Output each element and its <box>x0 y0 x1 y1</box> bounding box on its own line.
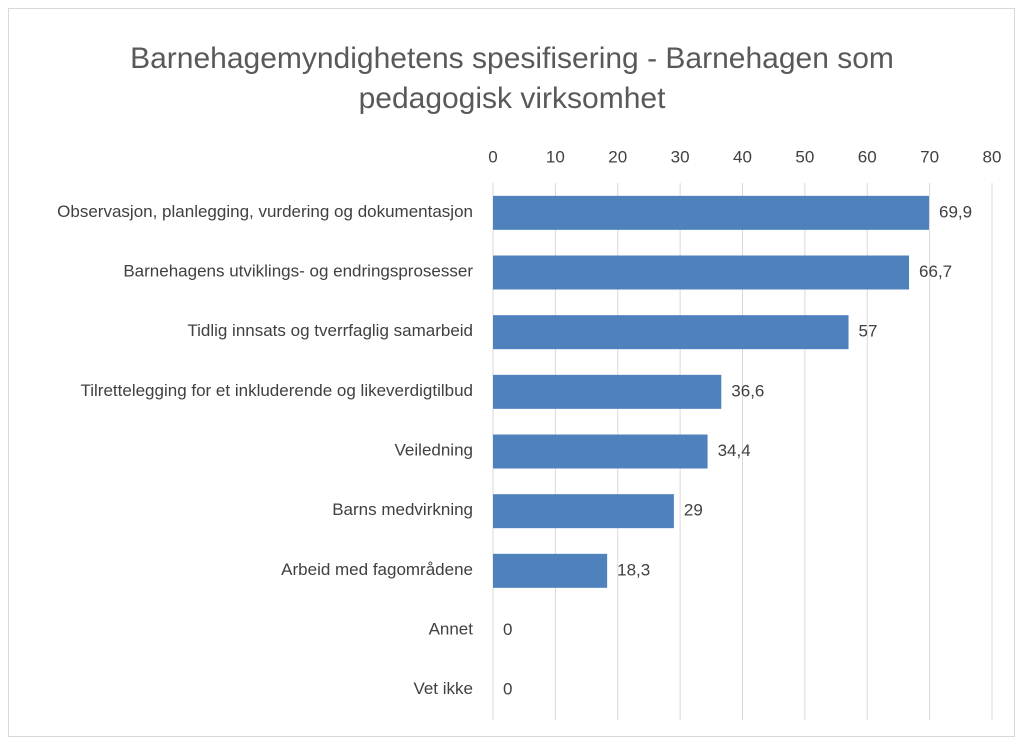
category-label: Tilrettelegging for et inkluderende og l… <box>81 381 474 400</box>
x-tick-label: 30 <box>671 147 690 166</box>
value-label: 18,3 <box>617 560 650 579</box>
category-label: Observasjon, planlegging, vurdering og d… <box>57 202 473 221</box>
value-label: 34,4 <box>718 441 751 460</box>
value-label: 36,6 <box>731 381 764 400</box>
category-label: Barnehagens utviklings- og endringsprose… <box>123 262 473 281</box>
x-tick-label: 70 <box>920 147 939 166</box>
value-label: 66,7 <box>919 262 952 281</box>
category-label: Barns medvirkning <box>332 501 473 520</box>
category-label: Vet ikke <box>413 680 473 699</box>
bar <box>493 434 708 469</box>
category-label: Veiledning <box>395 441 473 460</box>
bar <box>493 494 674 529</box>
x-tick-label: 20 <box>608 147 627 166</box>
bar <box>493 195 930 230</box>
x-tick-label: 50 <box>795 147 814 166</box>
category-label: Annet <box>429 620 474 639</box>
value-label: 57 <box>859 322 878 341</box>
bar <box>493 374 722 409</box>
value-label: 29 <box>684 501 703 520</box>
bar <box>493 553 608 588</box>
value-label: 69,9 <box>939 202 972 221</box>
bar <box>493 315 849 350</box>
x-tick-label: 0 <box>488 147 497 166</box>
category-label: Tidlig innsats og tverrfaglig samarbeid <box>187 322 473 341</box>
chart-title: Barnehagemyndighetens spesifisering - Ba… <box>130 42 894 115</box>
bar <box>493 255 910 290</box>
value-label: 0 <box>503 620 512 639</box>
value-label: 0 <box>503 680 512 699</box>
x-tick-label: 60 <box>858 147 877 166</box>
chart-border <box>8 8 1015 737</box>
x-tick-label: 10 <box>546 147 565 166</box>
x-tick-label: 80 <box>983 147 1002 166</box>
x-tick-label: 40 <box>733 147 752 166</box>
category-label: Arbeid med fagområdene <box>281 560 473 579</box>
